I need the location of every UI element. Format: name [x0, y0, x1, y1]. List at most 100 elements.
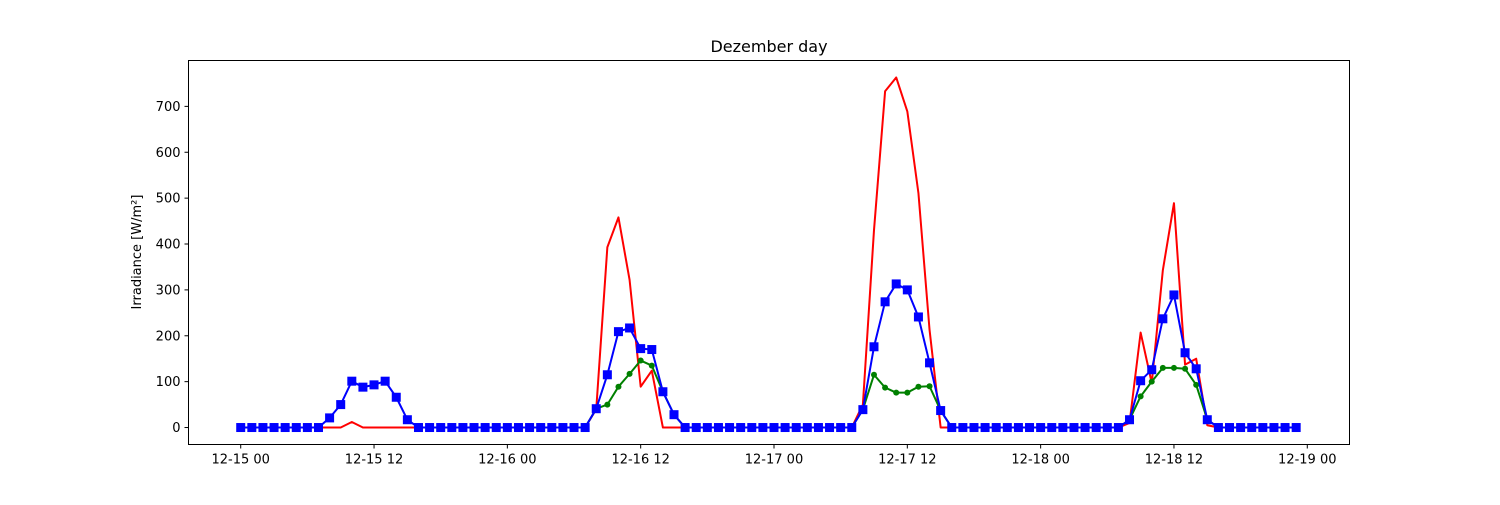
y-tick-label: 400 — [156, 238, 181, 253]
data-point — [969, 423, 979, 433]
data-point — [869, 342, 879, 352]
x-tick-label: 12-15 12 — [345, 453, 403, 468]
data-point — [458, 423, 468, 433]
data-point — [647, 345, 657, 355]
data-point — [904, 389, 911, 396]
data-point — [369, 380, 379, 390]
data-point — [1113, 423, 1123, 433]
data-point — [669, 410, 679, 420]
data-point — [1193, 381, 1200, 388]
data-point — [269, 423, 279, 433]
data-point — [780, 423, 790, 433]
data-point — [1291, 423, 1301, 433]
data-point — [702, 423, 712, 433]
data-point — [1180, 348, 1190, 358]
series-2 — [236, 279, 1301, 433]
data-point — [480, 423, 490, 433]
data-point — [380, 376, 390, 386]
y-tick-label: 500 — [156, 192, 181, 207]
data-point — [591, 404, 601, 414]
plot-frame — [188, 60, 1350, 445]
x-tick-label: 12-18 00 — [1011, 453, 1069, 468]
data-point — [313, 423, 323, 433]
series-line — [240, 76, 1297, 429]
data-point — [1280, 423, 1290, 433]
x-tick-label: 12-18 12 — [1145, 453, 1203, 468]
data-point — [1158, 314, 1168, 324]
data-point — [813, 423, 823, 433]
data-point — [613, 327, 623, 337]
data-point — [1169, 290, 1179, 300]
data-point — [258, 423, 268, 433]
data-point — [725, 423, 735, 433]
data-point — [637, 357, 644, 364]
data-point — [1236, 423, 1246, 433]
data-point — [1069, 423, 1079, 433]
data-point — [893, 389, 900, 396]
data-point — [604, 401, 611, 408]
data-point — [658, 387, 668, 397]
data-point — [502, 423, 512, 433]
data-point — [870, 371, 877, 378]
data-point — [280, 423, 290, 433]
data-point — [547, 423, 557, 433]
data-point — [836, 423, 846, 433]
data-point — [882, 384, 889, 391]
data-point — [980, 423, 990, 433]
data-point — [1102, 423, 1112, 433]
data-point — [680, 423, 690, 433]
data-point — [913, 312, 923, 322]
data-point — [302, 423, 312, 433]
data-point — [1191, 364, 1201, 374]
data-point — [436, 423, 446, 433]
series-line — [507, 359, 1297, 429]
data-point — [713, 423, 723, 433]
data-point — [1159, 364, 1166, 371]
data-point — [626, 370, 633, 377]
data-point — [1137, 393, 1144, 400]
data-point — [1258, 423, 1268, 433]
y-tick-label: 0 — [172, 421, 180, 436]
data-point — [1147, 365, 1157, 375]
data-point — [915, 383, 922, 390]
data-point — [247, 423, 257, 433]
data-point — [1002, 423, 1012, 433]
data-point — [625, 323, 635, 333]
data-point — [413, 423, 423, 433]
data-point — [391, 392, 401, 402]
data-point — [1136, 376, 1146, 386]
x-tick-label: 12-16 00 — [478, 453, 536, 468]
data-point — [648, 362, 655, 369]
data-point — [1058, 423, 1068, 433]
data-point — [1125, 415, 1135, 425]
y-tick-label: 600 — [156, 146, 181, 161]
data-point — [513, 423, 523, 433]
data-point — [991, 423, 1001, 433]
data-point — [1213, 423, 1223, 433]
data-point — [1182, 365, 1189, 372]
data-point — [1269, 423, 1279, 433]
data-point — [1148, 378, 1155, 385]
data-point — [758, 423, 768, 433]
data-point — [847, 423, 857, 433]
y-tick-label: 200 — [156, 329, 181, 344]
data-point — [769, 423, 779, 433]
data-point — [1091, 423, 1101, 433]
data-point — [1047, 423, 1057, 433]
data-point — [325, 413, 335, 423]
x-tick-label: 12-19 00 — [1278, 453, 1336, 468]
data-point — [691, 423, 701, 433]
data-point — [425, 423, 435, 433]
series-0 — [240, 76, 1297, 429]
data-point — [636, 344, 646, 354]
data-point — [736, 423, 746, 433]
data-point — [1013, 423, 1023, 433]
data-point — [1080, 423, 1090, 433]
data-point — [902, 285, 912, 295]
data-point — [580, 423, 590, 433]
data-point — [1025, 423, 1035, 433]
data-point — [469, 423, 479, 433]
data-point — [615, 383, 622, 390]
chart-title: Dezember day — [710, 37, 827, 56]
